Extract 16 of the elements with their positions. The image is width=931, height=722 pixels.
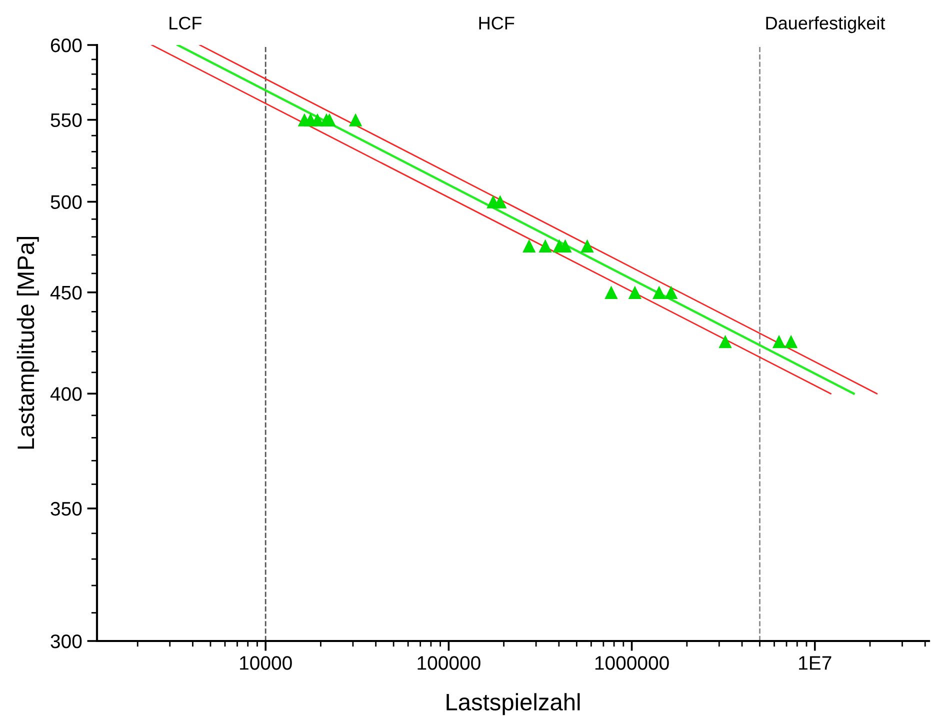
x-tick-label: 100000 (418, 656, 480, 670)
text: HCF (479, 16, 514, 30)
text: LCF (170, 16, 202, 30)
y-tick-label: 450 (50, 286, 82, 300)
y-tick-label: 300 (50, 634, 82, 648)
y-tick-label: 400 (50, 387, 82, 401)
y-tick-label: 550 (50, 113, 82, 128)
y-tick-label: 500 (50, 195, 82, 210)
text: Dauerfestigkeit (766, 16, 886, 34)
x-axis-title: Lastspielzahl (446, 693, 580, 716)
x-tick-label: 1000000 (595, 656, 669, 670)
y-axis-title: Lastamplitude [MPa] (16, 237, 39, 449)
x-tick-label: 10000 (240, 656, 292, 670)
x-tick-label: 1E7 (799, 656, 832, 670)
y-tick-label: 600 (50, 38, 82, 52)
y-tick-label: 350 (50, 502, 82, 516)
